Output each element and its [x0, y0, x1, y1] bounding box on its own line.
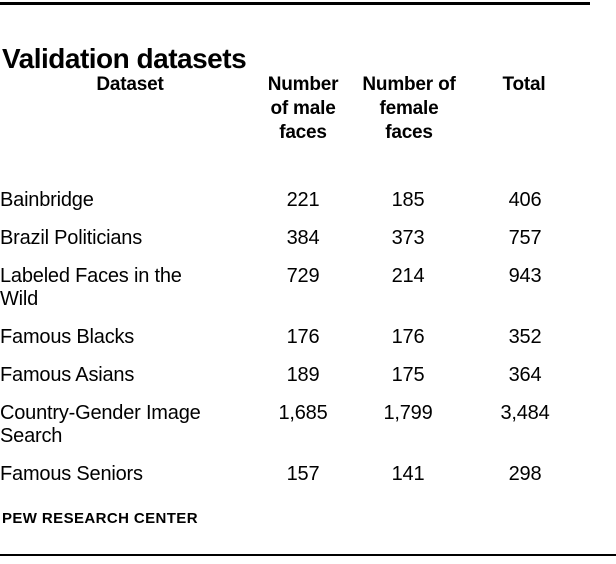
dataset-cell: Famous Blacks [0, 325, 135, 348]
total-cell: 364 [508, 363, 542, 386]
figure-title: Validation datasets [2, 42, 247, 74]
validation-datasets-table: Bainbridge 221 185 406 Brazil Politician… [0, 181, 610, 493]
female-faces-cell: 175 [391, 363, 425, 386]
female-faces-cell: 373 [391, 226, 425, 249]
table-row: Brazil Politicians 384 373 757 [0, 219, 610, 257]
dataset-cell: Brazil Politicians [0, 226, 143, 249]
male-faces-cell: 157 [286, 462, 320, 485]
dataset-cell: Labeled Faces in the Wild [0, 264, 182, 310]
table-row: Labeled Faces in the Wild 729 214 943 [0, 257, 610, 318]
table-row: Country-Gender Image Search 1,685 1,799 … [0, 394, 610, 455]
total-cell: 352 [508, 325, 542, 348]
female-faces-cell: 214 [391, 264, 425, 287]
total-cell: 3,484 [500, 401, 550, 424]
dataset-cell: Bainbridge [0, 188, 94, 211]
total-cell: 406 [508, 188, 542, 211]
table-row: Bainbridge 221 185 406 [0, 181, 610, 219]
male-faces-cell: 189 [286, 363, 320, 386]
female-faces-cell: 141 [391, 462, 425, 485]
col-header-dataset: Dataset [96, 74, 164, 95]
male-faces-cell: 176 [286, 325, 320, 348]
male-faces-cell: 1,685 [278, 401, 328, 424]
male-faces-cell: 729 [286, 264, 320, 287]
male-faces-cell: 384 [286, 226, 320, 249]
male-faces-cell: 221 [286, 188, 320, 211]
female-faces-cell: 185 [391, 188, 425, 211]
table-row: Famous Blacks 176 176 352 [0, 318, 610, 356]
female-faces-cell: 176 [391, 325, 425, 348]
source-label: PEW RESEARCH CENTER [2, 510, 198, 527]
female-faces-cell: 1,799 [383, 401, 433, 424]
col-header-total: Total [502, 74, 546, 95]
col-header-male-faces: Number of male faces [267, 74, 339, 143]
total-cell: 757 [508, 226, 542, 249]
bottom-rule [0, 554, 616, 556]
table-row: Famous Seniors 157 141 298 [0, 455, 610, 493]
dataset-cell: Famous Asians [0, 363, 135, 386]
dataset-cell: Country-Gender Image Search [0, 401, 201, 447]
dataset-cell: Famous Seniors [0, 462, 143, 485]
total-cell: 943 [508, 264, 542, 287]
col-header-female-faces: Number of female faces [362, 74, 456, 143]
total-cell: 298 [508, 462, 542, 485]
table-row: Famous Asians 189 175 364 [0, 356, 610, 394]
top-rule [0, 2, 590, 5]
